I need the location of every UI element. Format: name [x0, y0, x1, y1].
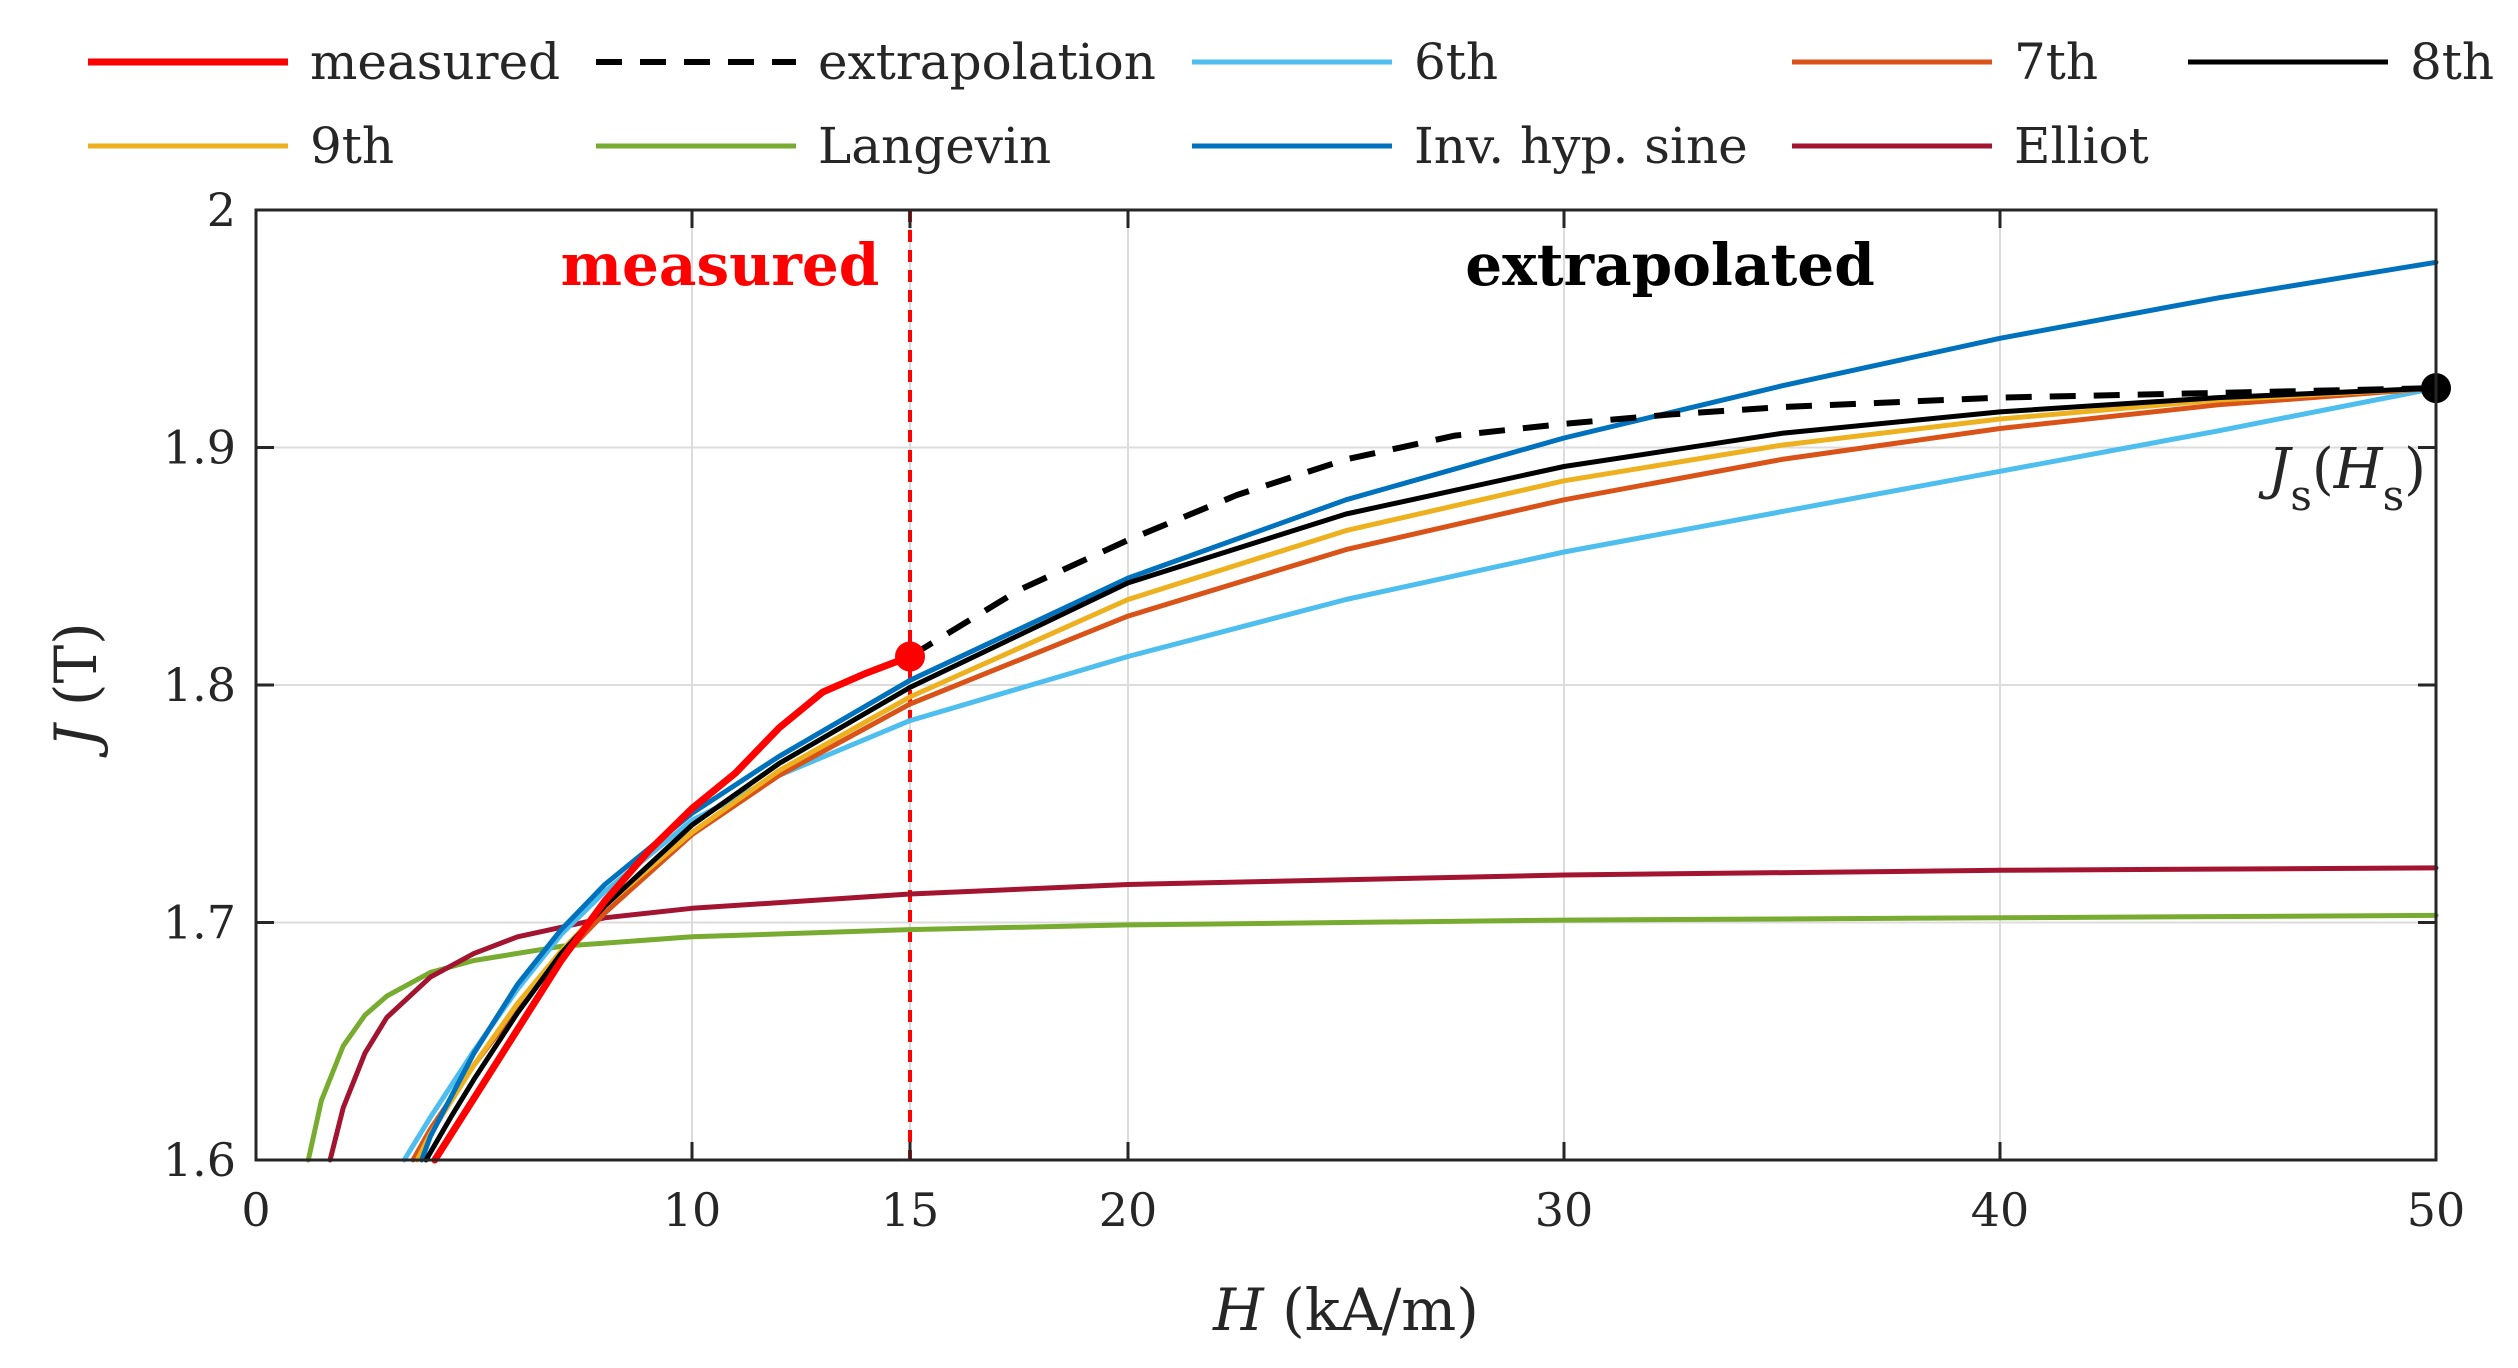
x-tick-label: 40: [1971, 1183, 2030, 1237]
series-line-inv-hyp-sine: [419, 259, 2439, 1163]
legend-label-8th: 8th: [2410, 33, 2494, 91]
x-tick-label: 0: [241, 1183, 270, 1237]
y-tick-label: 1.8: [163, 658, 236, 712]
series-line-measured: [431, 653, 914, 1164]
legend-label-6th: 6th: [1414, 33, 1498, 91]
x-tick-label: 30: [1535, 1183, 1594, 1237]
y-axis-title: J (T): [42, 622, 110, 758]
x-tick-label: 50: [2407, 1183, 2466, 1237]
legend-label-elliot: Elliot: [2014, 117, 2149, 175]
legend-label-7th: 7th: [2014, 33, 2098, 91]
x-tick-label: 20: [1099, 1183, 1158, 1237]
series-line-8th: [423, 385, 2439, 1163]
grid: [256, 210, 2436, 1160]
series-group: [305, 259, 2451, 1164]
x-tick-label: 10: [663, 1183, 722, 1237]
region-label-measured: measured: [561, 231, 880, 299]
legend-label-measured: measured: [310, 33, 560, 91]
series-line-9th: [414, 385, 2439, 1163]
axes: 0 10 15 20 30 40 50 1.6 1.7 1.8 1.9 2 H (kA/m) J (T): [42, 183, 2465, 1344]
y-tick-label: 1.6: [163, 1133, 236, 1187]
y-tick-label: 2: [207, 183, 236, 237]
legend: measured extrapolation 6th 7th 8th 9th Langevi…: [88, 33, 2494, 175]
measured-end-marker: [895, 641, 925, 672]
legend-label-9th: 9th: [310, 117, 394, 175]
region-label-extrapolated: extrapolated: [1465, 231, 1875, 299]
y-tick-label: 1.9: [163, 421, 236, 475]
series-line-extrapolation: [908, 385, 2437, 660]
series-line-langevin: [305, 912, 2439, 1163]
legend-label-langevin: Langevin: [818, 117, 1051, 175]
legend-label-extrapolation: extrapolation: [818, 33, 1156, 91]
x-axis-title: H (kA/m): [1212, 1276, 1479, 1344]
legend-label-inv-hyp-sine: Inv. hyp. sine: [1414, 117, 1748, 175]
y-tick-label: 1.7: [163, 896, 236, 950]
x-tick-label: 15: [881, 1183, 940, 1237]
